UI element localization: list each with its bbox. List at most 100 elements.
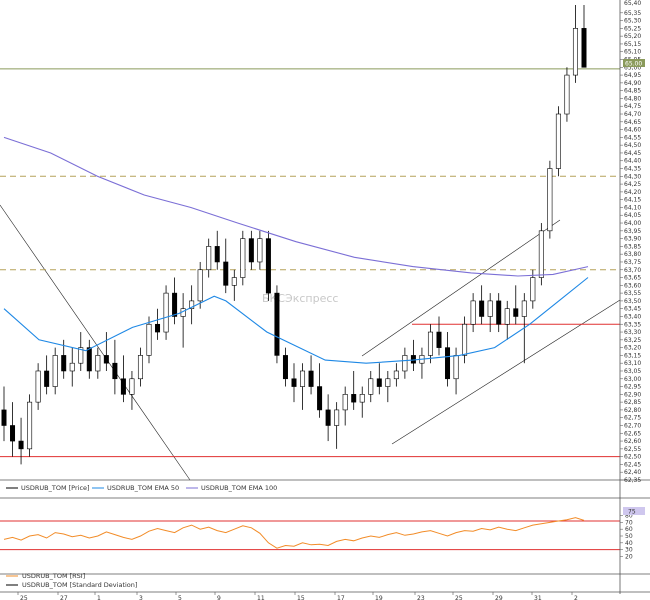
price-tick-label: 63,80 bbox=[624, 251, 641, 258]
price-tick-label: 62,90 bbox=[624, 391, 641, 398]
price-tick-label: 63,65 bbox=[624, 275, 641, 282]
price-tick-label: 62,45 bbox=[624, 461, 641, 468]
candle-body bbox=[581, 28, 587, 68]
price-tick-label: 64,90 bbox=[624, 80, 641, 87]
price-tick-label: 64,10 bbox=[624, 204, 641, 211]
candle-body bbox=[172, 292, 178, 317]
price-tick-label: 64,15 bbox=[624, 197, 641, 204]
price-tick-label: 64,70 bbox=[624, 111, 641, 118]
price-tick-label: 64,00 bbox=[624, 220, 641, 227]
x-tick-label: 29 bbox=[495, 595, 503, 600]
candle-body bbox=[163, 292, 169, 333]
candle-body bbox=[112, 362, 118, 380]
legend-label: USDRUB_TOM [Price] bbox=[21, 484, 90, 492]
candle-body bbox=[470, 300, 476, 325]
price-tick-label: 64,50 bbox=[624, 142, 641, 149]
rsi-tick-label: 60 bbox=[625, 526, 633, 533]
ema50-line bbox=[3, 277, 589, 364]
price-badge-box bbox=[623, 59, 645, 67]
rsi-series bbox=[3, 517, 585, 549]
legend-label: USDRUB_TOM EMA 100 bbox=[201, 484, 277, 492]
candle-body bbox=[248, 238, 254, 263]
candle-body bbox=[402, 355, 408, 372]
price-tick-label: 63,55 bbox=[624, 290, 641, 297]
price-tick-label: 63,90 bbox=[624, 236, 641, 243]
candle-body bbox=[155, 323, 161, 333]
candle-body bbox=[547, 168, 553, 232]
legend-label: USDRUB_TOM [RSI] bbox=[22, 572, 85, 580]
price-tick-label: 63,00 bbox=[624, 376, 641, 383]
price-tick-label: 64,35 bbox=[624, 166, 641, 173]
x-tick-label: 2 bbox=[574, 595, 578, 600]
price-legend: USDRUB_TOM [Price] USDRUB_TOM EMA 50 USDRU… bbox=[6, 484, 277, 492]
price-tick-label: 63,75 bbox=[624, 259, 641, 266]
price-tick-label: 63,70 bbox=[624, 267, 641, 274]
candle-body bbox=[530, 277, 536, 302]
rsi-tick-label: 80 bbox=[625, 513, 633, 520]
price-top-label: 65,40 bbox=[624, 0, 641, 7]
candle-body bbox=[325, 409, 331, 426]
rsi-grid bbox=[0, 520, 620, 551]
rsi-badge: 75 bbox=[628, 509, 636, 516]
price-tick-label: 62,95 bbox=[624, 384, 641, 391]
x-tick-label: 19 bbox=[375, 595, 383, 600]
price-tick-label: 65,35 bbox=[624, 10, 641, 17]
x-tick-label: 5 bbox=[178, 595, 182, 600]
candle-body bbox=[282, 355, 288, 380]
x-tick-label: 27 bbox=[60, 595, 68, 600]
price-tick-label: 62,80 bbox=[624, 407, 641, 414]
price-y-ticks: 65,3565,3065,2565,2065,1565,1065,0565,00… bbox=[620, 0, 641, 484]
candle-body bbox=[27, 401, 33, 450]
trendlines bbox=[0, 204, 621, 481]
trend-line bbox=[0, 204, 191, 481]
candle-body bbox=[265, 238, 271, 294]
candlesticks bbox=[1, 5, 587, 465]
price-tick-label: 63,60 bbox=[624, 282, 641, 289]
price-tick-label: 62,35 bbox=[624, 477, 641, 484]
x-tick-label: 9 bbox=[217, 595, 221, 600]
rsi-tick-label: 20 bbox=[625, 553, 633, 560]
candle-body bbox=[189, 300, 195, 309]
price-tick-label: 63,35 bbox=[624, 321, 641, 328]
price-tick-label: 63,25 bbox=[624, 337, 641, 344]
candle-body bbox=[95, 355, 101, 372]
price-tick-label: 64,65 bbox=[624, 119, 641, 126]
candle-body bbox=[120, 378, 126, 395]
price-tick-label: 63,15 bbox=[624, 352, 641, 359]
legend-label: USDRUB_TOM [Standard Deviation] bbox=[22, 581, 137, 589]
candle-body bbox=[103, 355, 109, 364]
candle-body bbox=[52, 355, 58, 387]
candle-body bbox=[564, 74, 570, 115]
candle-body bbox=[206, 246, 212, 271]
price-tick-label: 62,50 bbox=[624, 454, 641, 461]
candle-body bbox=[146, 323, 152, 356]
candle-body bbox=[274, 292, 280, 356]
candle-body bbox=[291, 378, 297, 387]
price-tick-label: 62,40 bbox=[624, 469, 641, 476]
x-tick-label: 1 bbox=[97, 595, 101, 600]
candle-body bbox=[10, 425, 16, 442]
price-tick-label: 64,55 bbox=[624, 134, 641, 141]
price-tick-label: 62,55 bbox=[624, 446, 641, 453]
rsi-tick-label: 70 bbox=[625, 519, 633, 526]
x-tick-label: 15 bbox=[297, 595, 305, 600]
candle-body bbox=[61, 355, 67, 372]
price-tick-label: 62,65 bbox=[624, 430, 641, 437]
price-tick-label: 63,45 bbox=[624, 306, 641, 313]
candle-body bbox=[453, 355, 459, 380]
ema-lines bbox=[3, 136, 589, 364]
price-levels bbox=[0, 68, 620, 458]
date-x-ticks: 25 27 1 3 5 9 11 15 17 19 23 25 29 31 2 bbox=[17, 592, 578, 600]
candle-body bbox=[555, 113, 561, 169]
candle-body bbox=[18, 440, 24, 450]
price-tick-label: 65,20 bbox=[624, 33, 641, 40]
candle-body bbox=[257, 238, 263, 263]
price-tick-label: 64,25 bbox=[624, 181, 641, 188]
price-tick-label: 65,00 bbox=[624, 64, 641, 71]
candle-body bbox=[300, 370, 306, 387]
candle-body bbox=[223, 261, 229, 286]
candle-body bbox=[351, 394, 357, 403]
x-tick-label: 31 bbox=[534, 595, 542, 600]
price-tick-label: 63,05 bbox=[624, 368, 641, 375]
